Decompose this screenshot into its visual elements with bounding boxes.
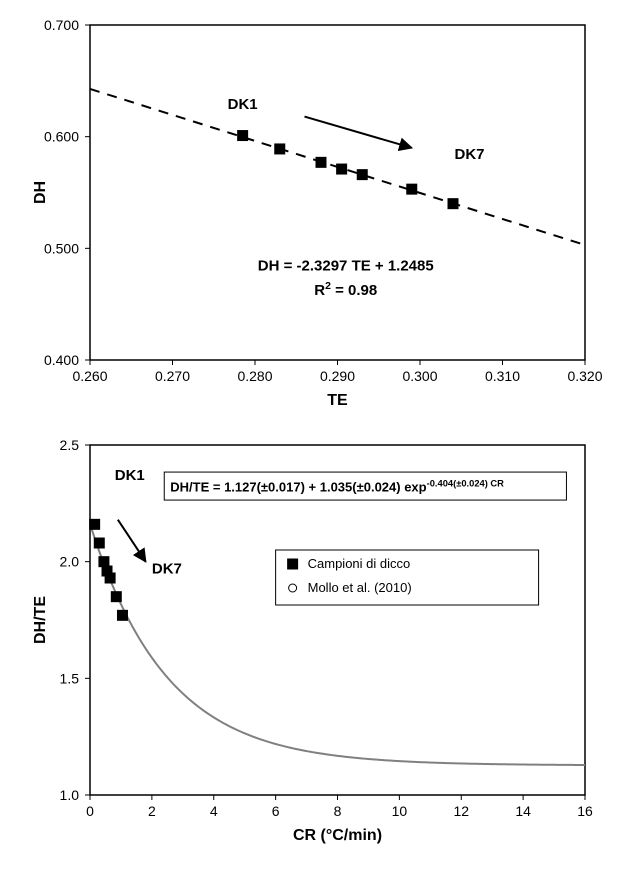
data-point [238, 131, 248, 141]
y-tick-label: 2.5 [60, 437, 80, 453]
x-tick-label: 0 [86, 803, 94, 819]
arrow-icon [118, 520, 146, 562]
x-tick-label: 0.280 [237, 368, 272, 384]
equation-line2: R2 = 0.98 [314, 280, 377, 299]
chart1-svg: 0.260 0.270 0.280 0.290 0.300 0.310 0.320 0.400… [30, 5, 610, 415]
data-point [94, 538, 104, 548]
arrow-icon [305, 117, 412, 148]
x-tick-label: 0.300 [402, 368, 437, 384]
x-axis-label: CR (°C/min) [293, 827, 382, 844]
legend-label: Campioni di dicco [308, 556, 411, 571]
y-tick-label: 1.0 [60, 787, 80, 803]
chart1-frame [90, 25, 585, 360]
page: 0.260 0.270 0.280 0.290 0.300 0.310 0.320 0.400… [0, 0, 637, 890]
y-tick-label: 2.0 [60, 554, 80, 570]
data-point [275, 144, 285, 154]
label-dk7: DK7 [454, 146, 484, 163]
data-point [105, 573, 115, 583]
y-tick-label: 0.600 [44, 129, 79, 145]
x-tick-label: 10 [392, 803, 408, 819]
data-point [448, 199, 458, 209]
x-tick-label: 0.310 [485, 368, 520, 384]
y-axis-label: DH/TE [32, 596, 49, 644]
data-point [357, 170, 367, 180]
chart-dh-vs-te: 0.260 0.270 0.280 0.290 0.300 0.310 0.320 0.400… [30, 5, 610, 415]
data-point [337, 164, 347, 174]
legend-label: Mollo et al. (2010) [308, 580, 412, 595]
y-axis-label: DH [32, 181, 49, 204]
equation-line1: DH = -2.3297 TE + 1.2485 [258, 258, 434, 275]
label-dk1: DK1 [115, 467, 145, 484]
x-tick-label: 12 [453, 803, 469, 819]
x-tick-label: 0.320 [567, 368, 602, 384]
x-tick-label: 16 [577, 803, 593, 819]
data-point [111, 592, 121, 602]
x-tick-label: 4 [210, 803, 218, 819]
y-tick-label: 0.400 [44, 352, 79, 368]
data-point [90, 519, 100, 529]
x-axis-label: TE [327, 392, 348, 409]
data-point [99, 557, 109, 567]
x-tick-label: 0.270 [155, 368, 190, 384]
y-tick-label: 1.5 [60, 670, 80, 686]
chart2-svg: 0 2 4 6 8 10 12 14 16 1.0 1.5 2.0 2.5 CR (°C/min) DH/T… [30, 425, 610, 855]
x-tick-label: 8 [334, 803, 342, 819]
label-dk1: DK1 [228, 96, 258, 113]
x-tick-label: 2 [148, 803, 156, 819]
data-point [117, 610, 127, 620]
x-tick-label: 6 [272, 803, 280, 819]
x-tick-label: 0.290 [320, 368, 355, 384]
label-dk7: DK7 [152, 560, 182, 577]
chart-dhte-vs-cr: 0 2 4 6 8 10 12 14 16 1.0 1.5 2.0 2.5 CR (°C/min) DH/T… [30, 425, 610, 855]
data-point [316, 157, 326, 167]
legend-marker-square [288, 559, 298, 569]
data-point [407, 184, 417, 194]
y-tick-label: 0.500 [44, 240, 79, 256]
x-tick-label: 14 [515, 803, 531, 819]
x-tick-label: 0.260 [72, 368, 107, 384]
y-tick-label: 0.700 [44, 17, 79, 33]
